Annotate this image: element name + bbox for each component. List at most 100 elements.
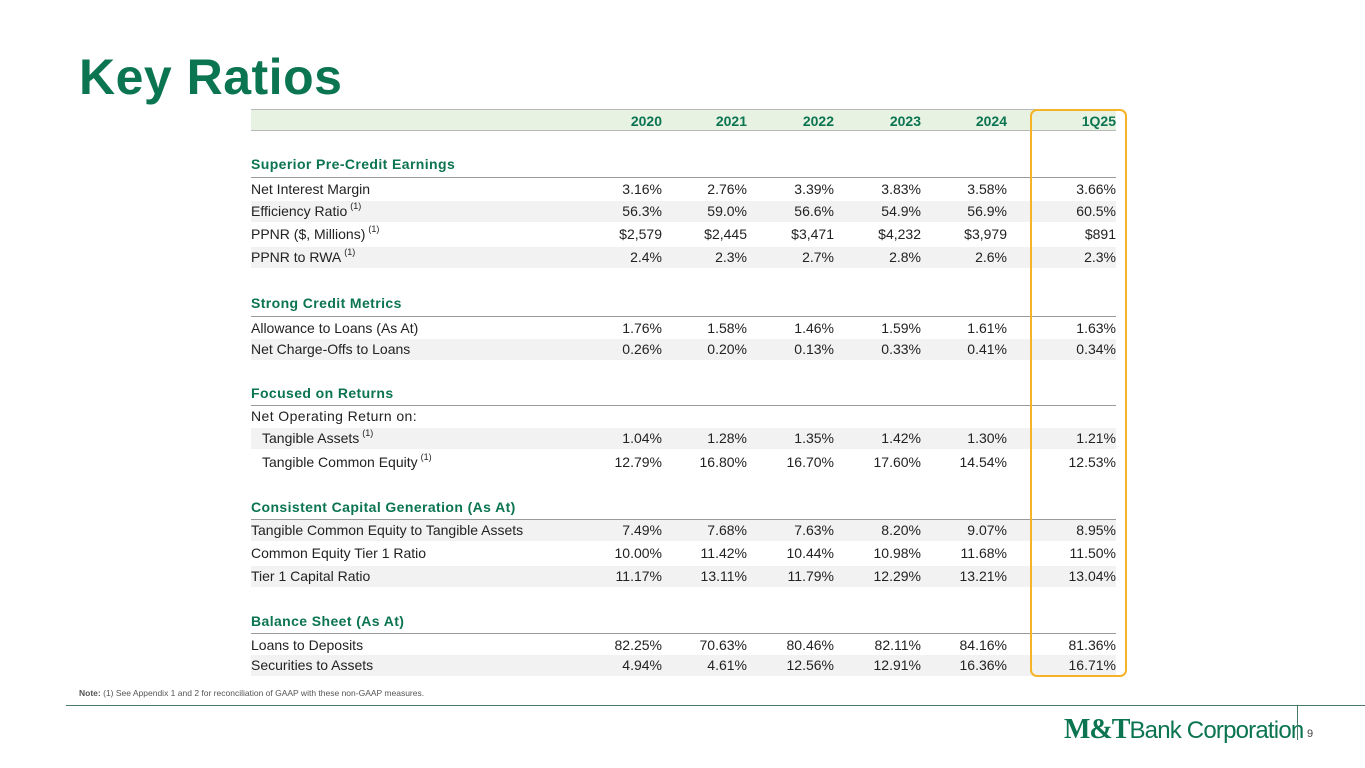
row-label: PPNR to RWA (1)	[251, 247, 356, 265]
section-heading: Consistent Capital Generation (As At)	[251, 499, 516, 515]
value-cell: 60.5%	[1076, 203, 1116, 219]
column-header: 2021	[715, 113, 747, 129]
row-label: Tangible Assets (1)	[262, 428, 374, 446]
value-cell: 12.56%	[786, 657, 834, 673]
value-cell: 1.21%	[1076, 430, 1116, 446]
table-row: Net Charge-Offs to Loans 0.26% 0.20% 0.1…	[251, 339, 1116, 360]
table-row: Allowance to Loans (As At) 1.76% 1.58% 1…	[251, 318, 1116, 339]
value-cell: 13.21%	[959, 568, 1007, 584]
table-row: Securities to Assets 4.94% 4.61% 12.56% …	[251, 655, 1116, 676]
section-heading: Balance Sheet (As At)	[251, 613, 405, 629]
table-subheading-row: Net Operating Return on:	[251, 406, 1116, 427]
value-cell: 1.58%	[707, 320, 747, 336]
value-cell: 8.95%	[1076, 522, 1116, 538]
row-label: Efficiency Ratio (1)	[251, 201, 362, 219]
value-cell: 7.63%	[794, 522, 834, 538]
table-row: Tangible Common Equity to Tangible Asset…	[251, 520, 1116, 541]
row-label: Net Charge-Offs to Loans	[251, 341, 411, 357]
value-cell: 16.80%	[699, 454, 747, 470]
value-cell: 0.13%	[794, 341, 834, 357]
value-cell: 3.66%	[1076, 181, 1116, 197]
value-cell: 82.11%	[874, 637, 921, 653]
section-rule	[251, 519, 1116, 520]
value-cell: 12.91%	[873, 657, 921, 673]
value-cell: 0.34%	[1076, 341, 1116, 357]
table-row: Loans to Deposits 82.25% 70.63% 80.46% 8…	[251, 635, 1116, 656]
column-header: 2024	[975, 113, 1007, 129]
company-logo: M&TBank Corporation	[1064, 714, 1304, 745]
row-label: Tier 1 Capital Ratio	[251, 568, 371, 584]
row-label: Common Equity Tier 1 Ratio	[251, 545, 427, 561]
section-heading: Focused on Returns	[251, 385, 394, 401]
footer-separator	[1297, 705, 1298, 740]
value-cell: 1.46%	[794, 320, 834, 336]
value-cell: 1.59%	[881, 320, 921, 336]
value-cell: 1.61%	[967, 320, 1007, 336]
value-cell: 54.9%	[881, 203, 921, 219]
section-heading: Superior Pre-Credit Earnings	[251, 156, 456, 172]
value-cell: 11.42%	[700, 545, 747, 561]
value-cell: 2.3%	[1084, 249, 1116, 265]
section-rule	[251, 633, 1116, 634]
value-cell: 7.68%	[707, 522, 747, 538]
highlight-box-1q25	[1030, 109, 1127, 677]
table-row: Tangible Assets (1) 1.04% 1.28% 1.35% 1.4…	[251, 428, 1116, 449]
value-cell: 11.68%	[960, 545, 1007, 561]
value-cell: 16.36%	[959, 657, 1007, 673]
value-cell: 2.3%	[715, 249, 747, 265]
value-cell: $891	[1084, 226, 1116, 242]
value-cell: 81.36%	[1068, 637, 1116, 653]
value-cell: 1.35%	[794, 430, 834, 446]
value-cell: $4,232	[878, 226, 921, 242]
value-cell: $3,979	[964, 226, 1007, 242]
value-cell: 70.63%	[699, 637, 747, 653]
column-header: 2023	[889, 113, 921, 129]
value-cell: 2.4%	[630, 249, 662, 265]
section-rule	[251, 316, 1116, 317]
value-cell: 3.83%	[881, 181, 921, 197]
section-rule	[251, 405, 1116, 406]
table-row: Tier 1 Capital Ratio 11.17% 13.11% 11.79…	[251, 566, 1116, 587]
footer-rule	[66, 705, 1365, 706]
value-cell: 13.04%	[1068, 568, 1116, 584]
value-cell: 4.61%	[707, 657, 747, 673]
row-label: Net Interest Margin	[251, 181, 371, 197]
value-cell: 11.50%	[1069, 545, 1116, 561]
page-number: 9	[1307, 728, 1314, 740]
value-cell: 82.25%	[614, 637, 662, 653]
value-cell: 0.41%	[967, 341, 1007, 357]
table-row: Common Equity Tier 1 Ratio 10.00% 11.42%…	[251, 543, 1116, 564]
page-title: Key Ratios	[79, 49, 343, 105]
value-cell: 56.6%	[794, 203, 834, 219]
table-row: Efficiency Ratio (1) 56.3% 59.0% 56.6% 54…	[251, 201, 1116, 222]
column-header: 2020	[630, 113, 662, 129]
value-cell: 16.71%	[1068, 657, 1116, 673]
value-cell: 8.20%	[881, 522, 921, 538]
value-cell: 2.6%	[975, 249, 1007, 265]
value-cell: 2.7%	[802, 249, 834, 265]
row-label: Loans to Deposits	[251, 637, 364, 653]
value-cell: 10.00%	[614, 545, 662, 561]
value-cell: 3.16%	[622, 181, 662, 197]
value-cell: 2.8%	[889, 249, 921, 265]
value-cell: 4.94%	[622, 657, 662, 673]
row-label: Tangible Common Equity (1)	[262, 452, 432, 470]
section-heading: Strong Credit Metrics	[251, 295, 402, 311]
value-cell: 80.46%	[786, 637, 834, 653]
value-cell: 11.17%	[615, 568, 662, 584]
value-cell: 56.3%	[622, 203, 662, 219]
row-label: Securities to Assets	[251, 657, 374, 673]
value-cell: 17.60%	[873, 454, 921, 470]
column-header: 2022	[802, 113, 834, 129]
value-cell: 0.26%	[622, 341, 662, 357]
value-cell: 3.39%	[794, 181, 834, 197]
value-cell: 84.16%	[959, 637, 1007, 653]
value-cell: 2.76%	[707, 181, 747, 197]
table-header-row: 2020 2021 2022 2023 2024 1Q25	[251, 109, 1116, 131]
value-cell: 10.98%	[873, 545, 921, 561]
value-cell: 1.63%	[1076, 320, 1116, 336]
value-cell: 1.76%	[622, 320, 662, 336]
value-cell: 13.11%	[700, 568, 747, 584]
value-cell: 0.20%	[707, 341, 747, 357]
value-cell: 9.07%	[967, 522, 1007, 538]
